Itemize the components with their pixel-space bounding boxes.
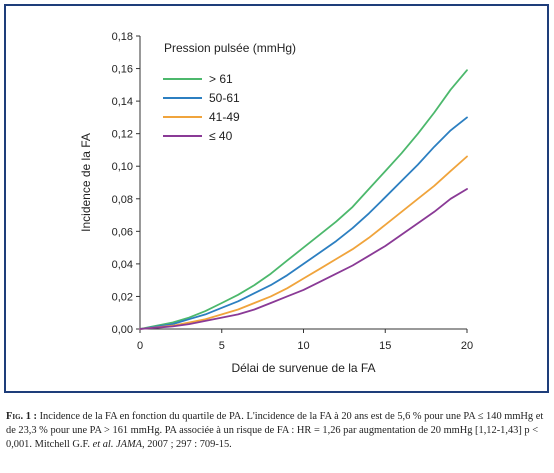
x-tick-label: 5 [219,340,225,352]
y-axis-title: Incidence de la FA [79,133,93,232]
legend-label: 50-61 [209,91,240,105]
y-tick-label: 0,02 [112,291,133,303]
caption-citation: , 2007 ; 297 : 709-15. [142,439,232,450]
y-tick-label: 0,00 [112,324,133,336]
figure-caption: Fig. 1 : Incidence de la FA en fonction … [6,410,551,452]
y-tick-label: 0,08 [112,194,133,206]
caption-et-al: et al. [92,439,114,450]
caption-journal: JAMA [116,439,142,450]
y-tick-label: 0,14 [112,96,133,108]
x-axis-title: Délai de survenue de la FA [231,361,375,375]
figure-label: Fig. 1 : [6,411,37,422]
y-tick-label: 0,12 [112,129,133,141]
x-tick-label: 15 [379,340,391,352]
y-tick-label: 0,04 [112,259,133,271]
y-tick-label: 0,06 [112,226,133,238]
legend-label: > 61 [209,72,233,86]
legend-label: 41-49 [209,110,240,124]
caption-text: Incidence de la FA en fonction du quarti… [6,411,544,450]
series-line [139,69,468,330]
legend-label: ≤ 40 [209,129,233,143]
chart-panel: 0,00 0,02 0,04 0,06 0,08 0,10 0,12 0,14 0,16 0,18… [4,4,549,393]
x-tick-label: 10 [297,340,309,352]
line-chart: 0,00 0,02 0,04 0,06 0,08 0,10 0,12 0,14 0,16 0,18… [79,31,473,375]
series-line [139,188,468,330]
y-tick-label: 0,16 [112,64,133,76]
x-tick-label: 0 [137,340,143,352]
series-line [139,116,468,330]
y-tick-label: 0,10 [112,161,133,173]
legend-title: Pression pulsée (mmHg) [164,41,296,55]
x-tick-label: 20 [461,340,473,352]
y-tick-label: 0,18 [112,31,133,43]
series-line [139,155,468,330]
